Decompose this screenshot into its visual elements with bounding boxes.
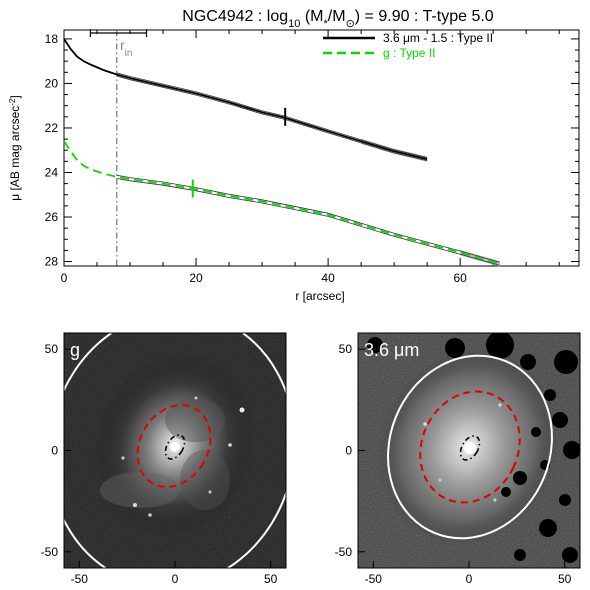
series-0-model-lower	[116, 75, 428, 162]
x-axis-label: r [arcsec]	[295, 289, 344, 303]
ir-axis-ticks	[358, 348, 566, 568]
ir-tick-labels: -50 0 50 -50 0 50	[335, 342, 572, 586]
x-tick-label: 20	[189, 271, 203, 285]
ir-outer-ellipse	[387, 354, 553, 540]
g-band-inner-ellipse	[164, 434, 186, 460]
profile-series	[63, 29, 501, 267]
x-tick-label: 60	[453, 271, 467, 285]
y-tick-label: 26	[45, 210, 59, 224]
series-0-line	[63, 38, 428, 160]
image-x-tick-label: 0	[172, 572, 179, 586]
chart-title: NGC4942 : log10 (M*/M⊙) = 9.90 : T-type …	[182, 8, 493, 30]
y-tick-label: 28	[45, 255, 59, 269]
r-in-label: rin	[120, 37, 132, 59]
ir-panel: 3.6 μm -50 0 50 -50 0 50	[335, 332, 581, 586]
profile-plot: 0 20 40 60 18 20 22 24 26 28 r [arcsec] μ [AB mag…	[8, 29, 580, 303]
y-tick-label: 18	[45, 32, 59, 46]
profile-plot-frame	[63, 29, 580, 267]
ir-inner-ellipse	[459, 435, 481, 461]
g-band-tick-labels: -50 0 50 -50 0 50	[41, 342, 278, 586]
x-tick-label: 0	[61, 271, 68, 285]
y-tick-label: 20	[45, 76, 59, 90]
series-1-line	[63, 140, 501, 265]
series-0-model-upper	[116, 72, 428, 158]
image-x-tick-label: 0	[466, 572, 473, 586]
legend: 3.6 μm - 1.5 : Type II g : Type II	[323, 31, 493, 60]
image-y-tick-label: 50	[45, 342, 59, 356]
image-x-tick-label: 50	[264, 572, 278, 586]
y-tick-label: 22	[45, 121, 59, 135]
image-y-tick-label: -50	[335, 545, 353, 559]
image-y-tick-label: 50	[339, 342, 353, 356]
legend-label-ir: 3.6 μm - 1.5 : Type II	[383, 31, 493, 45]
image-x-tick-label: -50	[365, 572, 383, 586]
g-band-panel: g -50 0 50 -50 0 50	[41, 332, 287, 586]
y-tick-label: 24	[45, 165, 59, 179]
g-band-label: g	[70, 340, 80, 360]
image-y-tick-label: 0	[345, 444, 352, 458]
g-band-break-ellipse	[136, 404, 212, 488]
series-1-model-upper	[116, 174, 500, 263]
ir-masked-regions	[367, 333, 580, 563]
series-1-model-lower	[116, 178, 500, 266]
profile-axis-ticks	[63, 30, 579, 266]
image-y-tick-label: -50	[41, 545, 59, 559]
profile-tick-labels: 0 20 40 60 18 20 22 24 26 28	[45, 32, 468, 285]
image-x-tick-label: 50	[558, 572, 572, 586]
g-band-axis-ticks	[64, 348, 272, 568]
x-tick-label: 40	[321, 271, 335, 285]
ir-break-ellipse	[419, 390, 521, 504]
image-x-tick-label: -50	[71, 572, 89, 586]
legend-label-g: g : Type II	[383, 46, 435, 60]
image-y-tick-label: 0	[51, 444, 58, 458]
ir-band-label: 3.6 μm	[364, 340, 419, 360]
y-axis-label: μ [AB mag arcsec-2]	[8, 95, 23, 200]
